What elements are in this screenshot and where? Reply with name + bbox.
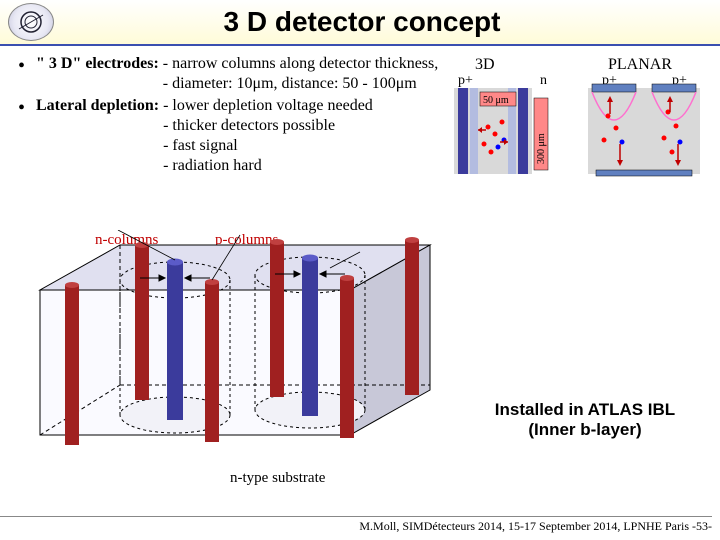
b2l1: - lower depletion voltage needed [163, 97, 373, 114]
bullet1-term: " 3 D" electrodes: [36, 55, 159, 72]
svg-text:300 μm: 300 μm [536, 133, 547, 164]
n: n [540, 73, 547, 88]
svg-text:50 μm: 50 μm [483, 95, 509, 106]
installed-l1: Installed in ATLAS IBL [495, 400, 675, 419]
p-column [135, 242, 149, 400]
footer: M.Moll, SIMDétecteurs 2014, 15-17 Septem… [0, 516, 712, 534]
slide-header: 3 D detector concept [0, 0, 720, 46]
bullet2-term: Lateral depletion: [36, 97, 159, 114]
diagram-3d: p+ n 50 μm 300 μm [448, 52, 556, 178]
diagram-planar: p+ p+ [580, 52, 708, 178]
b1l2: - diameter: 10μm, distance: 50 - 100μm [163, 75, 417, 92]
b1l1: - narrow columns along detector thicknes… [163, 55, 438, 72]
b2l4: - radiation hard [163, 157, 262, 174]
installed-note: Installed in ATLAS IBL (Inner b-layer) [480, 400, 690, 440]
pplus: p+ [458, 73, 473, 88]
diagram-wafer-block [20, 230, 440, 455]
installed-l2: (Inner b-layer) [528, 420, 641, 439]
b2l3: - fast signal [163, 137, 238, 154]
b2l2: - thicker detectors possible [163, 117, 335, 134]
substrate-label: n-type substrate [230, 470, 325, 487]
cern-logo [8, 3, 54, 41]
n-column [167, 259, 183, 421]
slide-title: 3 D detector concept [54, 6, 720, 38]
